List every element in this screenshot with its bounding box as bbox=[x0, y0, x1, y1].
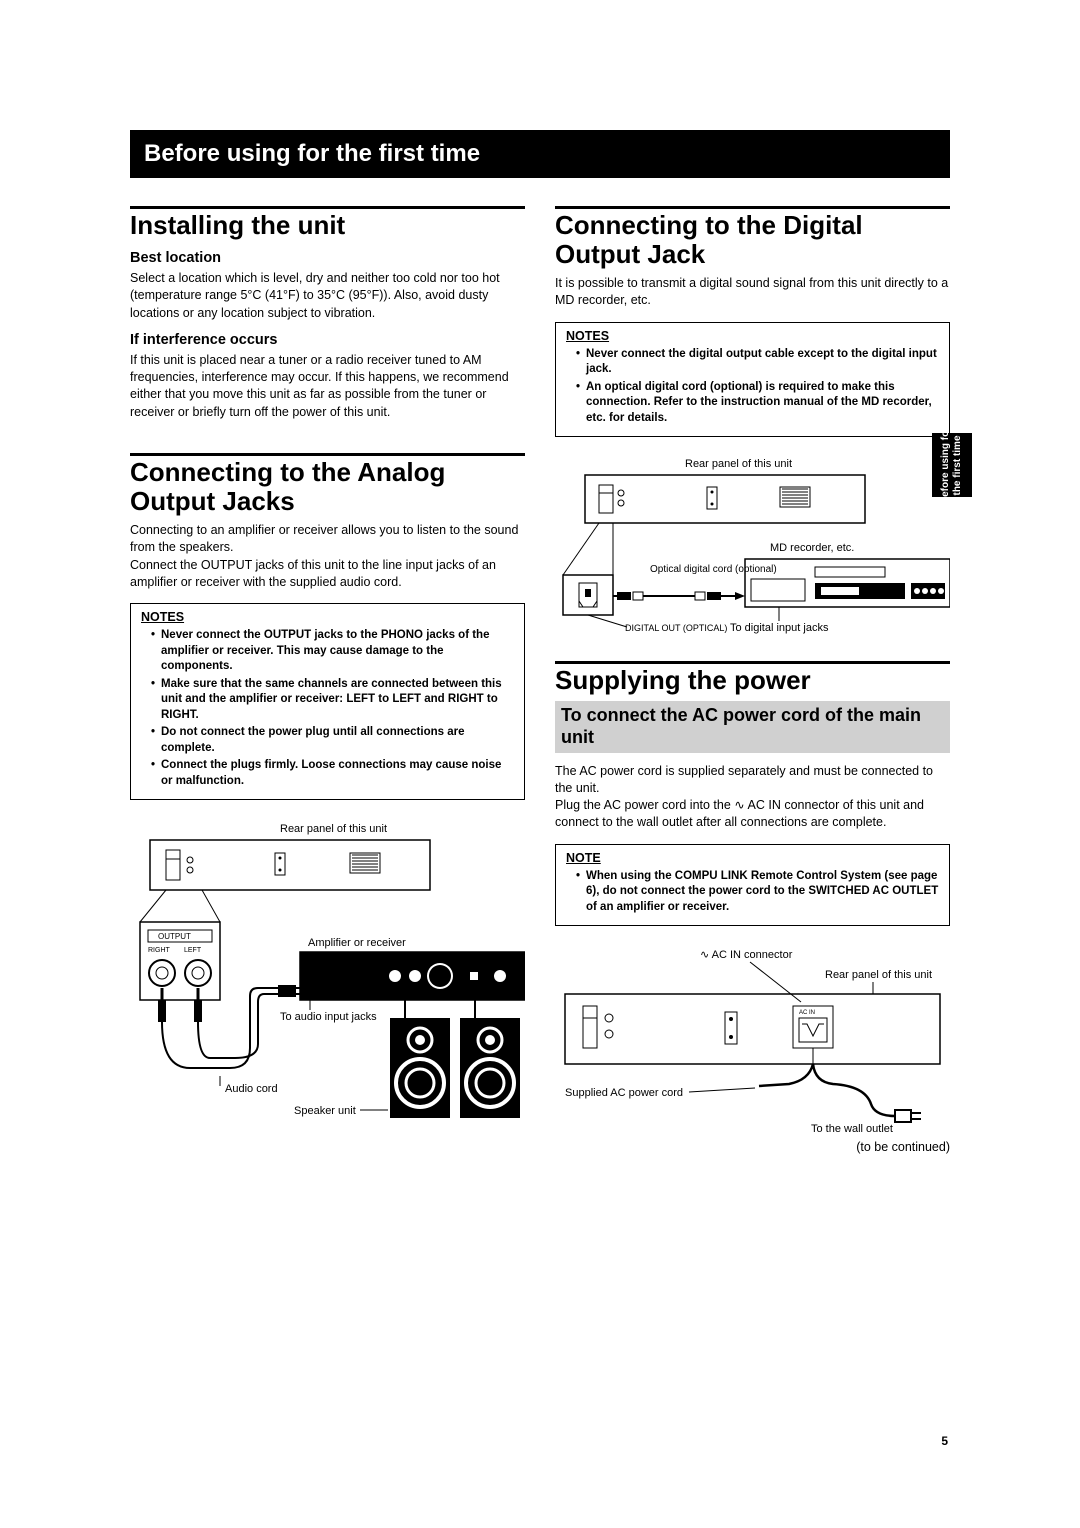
to-digital-label: To digital input jacks bbox=[730, 622, 829, 634]
power-text: The AC power cord is supplied separately… bbox=[555, 763, 950, 832]
digital-diagram: Rear panel of this unit bbox=[555, 455, 950, 655]
note-label: NOTE bbox=[566, 851, 939, 865]
right-column: Connecting to the Digital Output Jack It… bbox=[555, 200, 950, 1154]
rear-panel-label: Rear panel of this unit bbox=[685, 458, 792, 470]
supplied-cord-label: Supplied AC power cord bbox=[565, 1087, 683, 1099]
note-item: When using the COMPU LINK Remote Control… bbox=[576, 869, 939, 916]
rule bbox=[555, 661, 950, 664]
continued-text: (to be continued) bbox=[555, 1140, 950, 1154]
power-diagram: ∿ AC IN connector Rear panel of this uni… bbox=[555, 944, 950, 1134]
section-installing-title: Installing the unit bbox=[130, 211, 525, 240]
analog-diagram: Rear panel of this unit bbox=[130, 818, 525, 1128]
to-audio-input-label: To audio input jacks bbox=[280, 1011, 377, 1023]
output-label: OUTPUT bbox=[158, 932, 191, 941]
section-digital-title: Connecting to the Digital Output Jack bbox=[555, 211, 950, 269]
rule bbox=[130, 206, 525, 209]
digital-text: It is possible to transmit a digital sou… bbox=[555, 275, 950, 310]
rear-panel-label: Rear panel of this unit bbox=[825, 969, 932, 981]
best-location-text: Select a location which is level, dry an… bbox=[130, 270, 525, 322]
rear-panel-label: Rear panel of this unit bbox=[280, 823, 387, 835]
note-item: Never connect the OUTPUT jacks to the PH… bbox=[151, 628, 514, 675]
notes-label: NOTES bbox=[566, 329, 939, 343]
note-item: Do not connect the power plug until all … bbox=[151, 725, 514, 756]
right-label: RIGHT bbox=[148, 947, 171, 954]
speaker-unit-label: Speaker unit bbox=[294, 1105, 356, 1117]
rule bbox=[555, 206, 950, 209]
power-note-box: NOTE When using the COMPU LINK Remote Co… bbox=[555, 844, 950, 927]
note-item: Make sure that the same channels are con… bbox=[151, 677, 514, 724]
interference-heading: If interference occurs bbox=[130, 332, 525, 348]
note-item: An optical digital cord (optional) is re… bbox=[576, 380, 939, 427]
side-tab-label: Before using for the first time bbox=[941, 426, 964, 503]
note-item: Never connect the digital output cable e… bbox=[576, 347, 939, 378]
ac-in-label: ∿ AC IN connector bbox=[700, 949, 793, 961]
to-wall-label: To the wall outlet bbox=[811, 1123, 893, 1134]
rule bbox=[130, 453, 525, 456]
audio-cord-label: Audio cord bbox=[225, 1083, 278, 1095]
page-number: 5 bbox=[941, 1434, 948, 1448]
page-banner: Before using for the first time bbox=[130, 130, 950, 178]
digital-notes-box: NOTES Never connect the digital output c… bbox=[555, 322, 950, 438]
svg-text:AC IN: AC IN bbox=[799, 1010, 815, 1016]
note-item: Connect the plugs firmly. Loose connecti… bbox=[151, 758, 514, 789]
amplifier-label: Amplifier or receiver bbox=[308, 937, 406, 949]
two-column-layout: Installing the unit Best location Select… bbox=[130, 200, 950, 1154]
power-subheading: To connect the AC power cord of the main… bbox=[555, 701, 950, 752]
left-column: Installing the unit Best location Select… bbox=[130, 200, 525, 1154]
best-location-heading: Best location bbox=[130, 250, 525, 266]
section-analog-title: Connecting to the Analog Output Jacks bbox=[130, 458, 525, 516]
interference-text: If this unit is placed near a tuner or a… bbox=[130, 352, 525, 421]
analog-text: Connecting to an amplifier or receiver a… bbox=[130, 522, 525, 591]
digital-out-label: DIGITAL OUT (OPTICAL) bbox=[625, 623, 727, 633]
analog-notes-box: NOTES Never connect the OUTPUT jacks to … bbox=[130, 603, 525, 800]
section-power-title: Supplying the power bbox=[555, 666, 950, 695]
optical-cord-label: Optical digital cord (optional) bbox=[650, 564, 777, 575]
left-label: LEFT bbox=[184, 947, 202, 954]
side-tab: Before using for the first time bbox=[932, 433, 972, 497]
md-recorder-label: MD recorder, etc. bbox=[770, 542, 854, 554]
notes-label: NOTES bbox=[141, 610, 514, 624]
